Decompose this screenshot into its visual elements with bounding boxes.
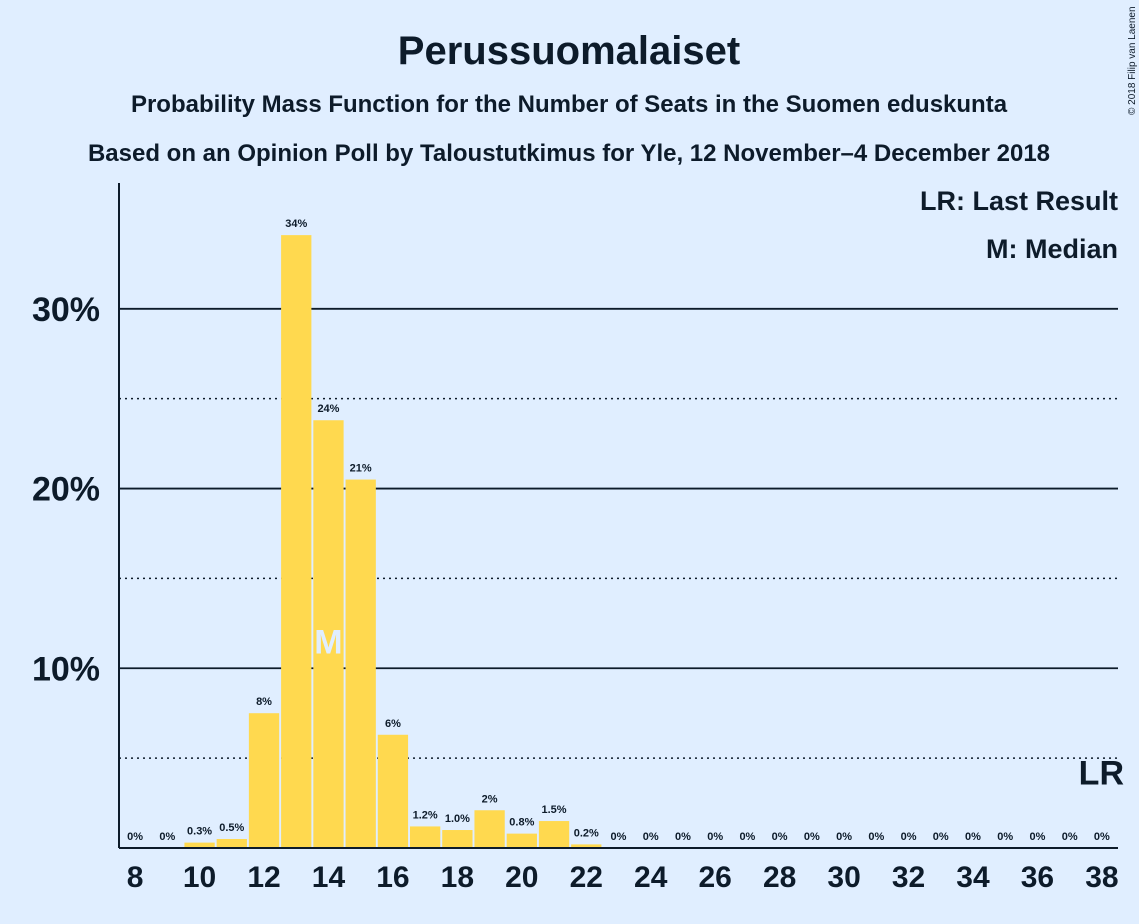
data-label: 6% (385, 718, 401, 730)
data-label: 8% (256, 696, 272, 708)
data-label: 0% (1062, 831, 1078, 843)
gridlines (119, 307, 1118, 759)
bar (248, 713, 280, 848)
data-label: 0% (739, 831, 755, 843)
x-tick-labels: 8 10 12 14 16 18 20 22 24 26 28 30 32 34 36 38 (127, 861, 1119, 894)
x-tick-label: 34 (956, 861, 990, 894)
bar (571, 844, 602, 848)
bar (313, 420, 344, 848)
data-label: 0% (804, 831, 820, 843)
data-label: 0% (997, 831, 1013, 843)
bar (281, 235, 312, 848)
chart-title: Perussuomalaiset (398, 29, 740, 73)
data-label: 0% (1094, 831, 1110, 843)
x-tick-label: 8 (127, 861, 144, 894)
data-label: 0% (707, 831, 723, 843)
legend-last-result: LR: Last Result (920, 186, 1118, 216)
copyright-text: © 2018 Filip van Laenen (1127, 6, 1138, 115)
y-tick-label: 20% (32, 471, 100, 509)
x-tick-label: 20 (505, 861, 538, 894)
y-tick-labels: 10% 20% 30% (32, 291, 100, 688)
bars (184, 235, 602, 848)
data-label: 0% (901, 831, 917, 843)
axes (118, 183, 1118, 849)
data-label: 0.3% (187, 826, 212, 838)
x-tick-label: 12 (247, 861, 280, 894)
data-label: 0.2% (574, 827, 599, 839)
bar (442, 830, 473, 848)
data-label: 1.2% (413, 809, 438, 821)
bar (409, 826, 441, 848)
data-label: 0% (127, 831, 143, 843)
bar (474, 810, 505, 848)
x-tick-label: 30 (827, 861, 860, 894)
x-tick-label: 38 (1085, 861, 1118, 894)
data-label: 0.5% (219, 822, 244, 834)
x-tick-label: 14 (312, 861, 346, 894)
legend-median: M: Median (986, 234, 1118, 264)
x-tick-label: 16 (376, 861, 409, 894)
x-tick-label: 32 (892, 861, 925, 894)
last-result-marker: LR (1079, 755, 1124, 793)
data-label: 0% (868, 831, 884, 843)
bar (345, 479, 376, 848)
data-label: 1.5% (542, 804, 567, 816)
data-label: 24% (317, 403, 339, 415)
x-tick-label: 22 (570, 861, 603, 894)
x-tick-label: 36 (1021, 861, 1054, 894)
data-label: 0% (1029, 831, 1045, 843)
data-label: 0% (643, 831, 659, 843)
bar (184, 842, 215, 848)
y-tick-label: 30% (32, 291, 100, 329)
data-label: 34% (285, 218, 307, 230)
x-tick-label: 10 (183, 861, 216, 894)
chart-subtitle: Probability Mass Function for the Number… (131, 91, 1008, 118)
data-label: 2% (482, 793, 498, 805)
x-tick-label: 28 (763, 861, 796, 894)
data-label: 0% (611, 831, 627, 843)
data-label: 0% (772, 831, 788, 843)
data-label: 0.8% (509, 817, 534, 829)
data-label: 0% (159, 831, 175, 843)
x-tick-label: 26 (698, 861, 731, 894)
median-marker: M (314, 623, 342, 661)
data-label: 0% (965, 831, 981, 843)
x-tick-label: 24 (634, 861, 668, 894)
data-label: 0% (836, 831, 852, 843)
bar (377, 734, 409, 848)
data-label: 1.0% (445, 813, 470, 825)
x-tick-label: 18 (441, 861, 474, 894)
bar (538, 821, 570, 848)
data-labels: 0% 0% 0.3% 0.5% 8% 34% 24% 21% 6% 1.2% 1.0% 2% 0.8% 1… (127, 218, 1110, 843)
data-label: 0% (933, 831, 949, 843)
chart-subtitle-poll: Based on an Opinion Poll by Taloustutkim… (88, 140, 1050, 167)
data-label: 21% (350, 463, 372, 475)
bar (506, 833, 537, 848)
bar (216, 839, 247, 848)
y-tick-label: 10% (32, 650, 100, 688)
data-label: 0% (675, 831, 691, 843)
